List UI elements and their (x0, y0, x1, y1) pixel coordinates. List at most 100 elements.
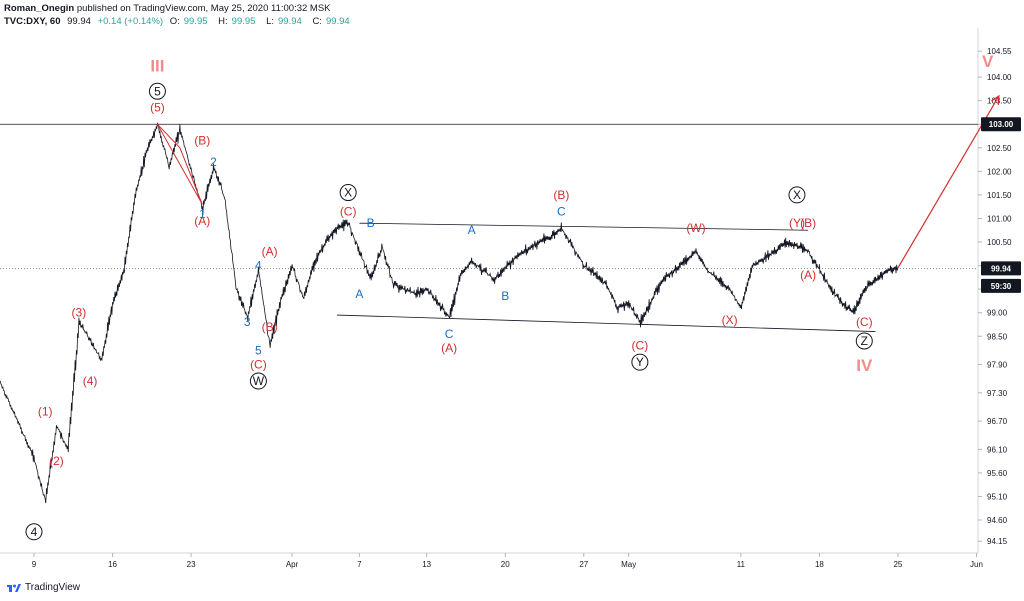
last-price: 99.94 (67, 16, 91, 27)
wave-label: X (793, 188, 801, 202)
wave-label: A (355, 287, 363, 301)
wave-circle (339, 184, 357, 202)
tradingview-icon (7, 584, 21, 592)
wave-label: (B) (194, 134, 210, 148)
wave-label: (1) (38, 405, 53, 419)
x-tick-label: Apr (286, 560, 299, 569)
author-name[interactable]: Roman_Onegin (4, 3, 75, 14)
wave-label: (3) (72, 306, 87, 320)
symbol-label[interactable]: TVC:DXY, 60 (4, 16, 61, 27)
y-tick-label: 96.70 (987, 417, 1008, 426)
chart-header: Roman_Onegin published on TradingView.co… (4, 2, 358, 28)
y-tick-label: 101.50 (987, 191, 1012, 200)
x-tick-label: 20 (501, 560, 510, 569)
x-tick-label: 16 (108, 560, 117, 569)
x-tick-label: 27 (579, 560, 588, 569)
y-tick-label: 98.50 (987, 332, 1008, 341)
wave-circle (855, 332, 873, 350)
wave-label: X (344, 186, 352, 200)
wave-label: A (468, 223, 476, 237)
x-tick-label: 9 (32, 560, 37, 569)
x-tick-label: May (621, 560, 636, 569)
low-value: L: 99.94 (266, 16, 302, 27)
wave-label: 4 (31, 525, 38, 539)
y-tick-label: 95.10 (987, 492, 1008, 501)
published-text: published on TradingView.com, May 25, 20… (76, 3, 331, 14)
ohlc-line: TVC:DXY, 60 99.94 +0.14 (+0.14%) O: 99.95… (4, 15, 358, 28)
price-line (0, 122, 899, 504)
open-value: O: 99.95 (169, 16, 208, 27)
y-tick-label: 94.15 (987, 537, 1008, 546)
horizontal-lines (0, 123, 978, 269)
wave-label: (A) (194, 214, 210, 228)
wave-label: 5 (154, 84, 161, 98)
wave-label: Z (861, 334, 868, 348)
wave-label: (B) (262, 320, 278, 334)
wave-label: 4 (255, 259, 262, 273)
price-tag-label: 103.00 (989, 120, 1014, 129)
x-tick-label: 13 (422, 560, 431, 569)
price-tag-label: 59:30 (991, 282, 1012, 291)
wave-label: (C) (250, 358, 267, 372)
x-tick-label: 7 (357, 560, 362, 569)
triangle-pattern (156, 123, 203, 205)
wave-label: V (982, 52, 994, 71)
wave-circle (631, 353, 649, 371)
y-tick-label: 100.50 (987, 238, 1012, 247)
wave-label: (Y) (789, 216, 805, 230)
wave-circle (788, 186, 806, 204)
wave-label: (A) (800, 268, 816, 282)
wave-label: W (253, 374, 265, 388)
x-tick-label: 11 (737, 560, 746, 569)
wave-label: IV (856, 356, 873, 375)
y-axis[interactable]: 104.55 104.00 103.50 103.00 102.50 102.00 101.… (978, 47, 1012, 546)
tradingview-logo[interactable]: TradingView (6, 581, 80, 593)
wave-label: 3 (244, 315, 251, 329)
y-tick-label: 96.10 (987, 445, 1008, 454)
wave-label: (W) (686, 221, 705, 235)
y-tick-label: 102.00 (987, 167, 1012, 176)
y-tick-label: 102.50 (987, 144, 1012, 153)
y-tick-label: 97.30 (987, 389, 1008, 398)
x-tick-label: 23 (187, 560, 196, 569)
wave-label: C (445, 327, 454, 341)
projection-arrowhead (991, 94, 1000, 105)
wave-label: C (557, 204, 566, 218)
wave-label: (4) (83, 374, 98, 388)
wave-label: (B) (800, 216, 816, 230)
price-series (0, 122, 899, 504)
wave-label: (A) (262, 244, 278, 258)
channel-line (359, 222, 809, 231)
wave-circle (25, 523, 43, 541)
y-tick-label: 94.60 (987, 516, 1008, 525)
y-tick-label: 104.55 (987, 47, 1012, 56)
x-axis[interactable]: 9 16 23 Apr 7 13 20 27 May 11 18 25 Jun (32, 553, 983, 569)
publish-line: Roman_Onegin published on TradingView.co… (4, 2, 358, 15)
wave-circle (249, 372, 267, 390)
wave-label: (B) (553, 188, 569, 202)
tradingview-brand: TradingView (25, 581, 81, 593)
wave-label: (C) (856, 315, 873, 329)
wave-label: (A) (441, 341, 457, 355)
y-tick-label: 95.60 (987, 469, 1008, 478)
channel-lines (336, 222, 876, 332)
price-tag-box (981, 117, 1021, 132)
wave-label: (2) (49, 454, 64, 468)
y-tick-label: 101.00 (987, 214, 1012, 223)
high-value: H: 99.95 (218, 16, 256, 27)
price-tag-box (981, 261, 1021, 276)
wave-label: 2 (210, 155, 217, 169)
price-change: +0.14 (+0.14%) (97, 16, 164, 27)
close-value: C: 99.94 (312, 16, 350, 27)
wave-label: B (501, 289, 509, 303)
wave-circle (148, 82, 166, 100)
y-tick-label: 97.90 (987, 361, 1008, 370)
wave-drawings (156, 94, 1000, 269)
x-tick-label: 25 (893, 560, 902, 569)
channel-line (336, 314, 876, 332)
price-tag-label: 99.94 (991, 264, 1012, 273)
x-tick-label: Jun (970, 560, 983, 569)
wave-label: (5) (150, 101, 165, 115)
wave-label: (C) (340, 204, 357, 218)
